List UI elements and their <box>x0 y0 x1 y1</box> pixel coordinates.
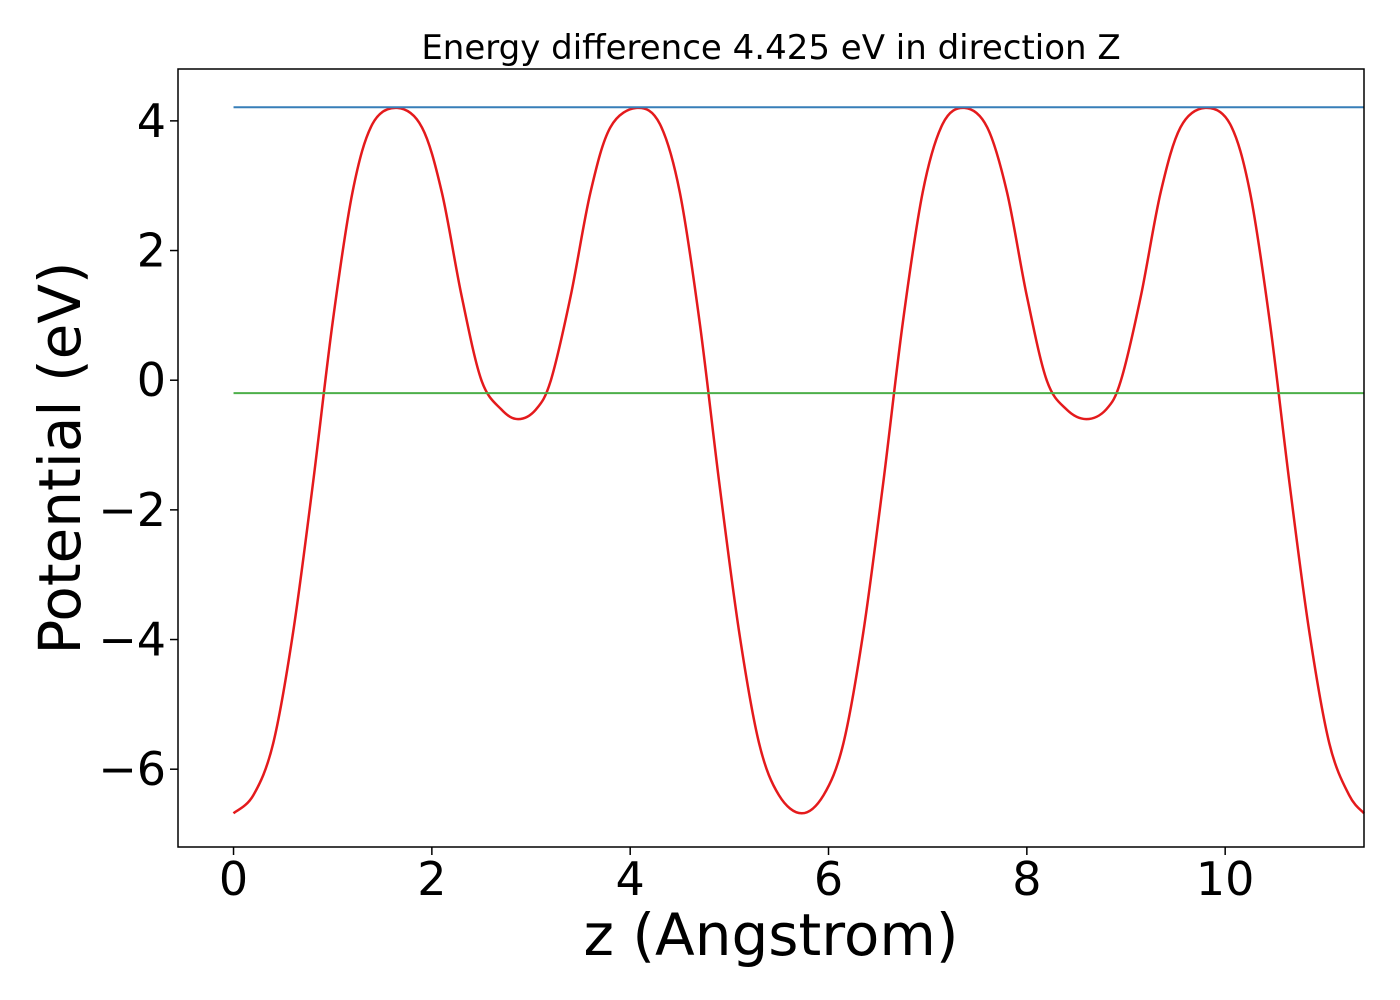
y-tick-label: −4 <box>98 613 166 667</box>
x-tick-label: 0 <box>219 852 248 906</box>
y-tick-label: −2 <box>98 483 166 537</box>
plot-frame <box>177 68 1365 848</box>
x-tick-label: 10 <box>1196 852 1255 906</box>
chart-title: Energy difference 4.425 eV in direction … <box>421 28 1120 68</box>
y-axis-label: Potential (eV) <box>26 261 94 654</box>
y-tick-label: −6 <box>98 742 166 796</box>
y-tick-label: 2 <box>137 224 166 278</box>
y-tick-label: 0 <box>137 353 166 407</box>
potential-curve <box>232 106 1365 815</box>
x-axis-label: z (Angstrom) <box>584 901 959 969</box>
x-tick-label: 2 <box>417 852 446 906</box>
axis-ticks: 0 2 4 6 8 10 −6 −4 −2 0 2 4 <box>98 94 1254 906</box>
plot-area <box>232 106 1365 815</box>
y-tick-label: 4 <box>137 94 166 148</box>
x-tick-label: 4 <box>616 852 645 906</box>
x-tick-label: 6 <box>814 852 843 906</box>
x-tick-label: 8 <box>1012 852 1041 906</box>
